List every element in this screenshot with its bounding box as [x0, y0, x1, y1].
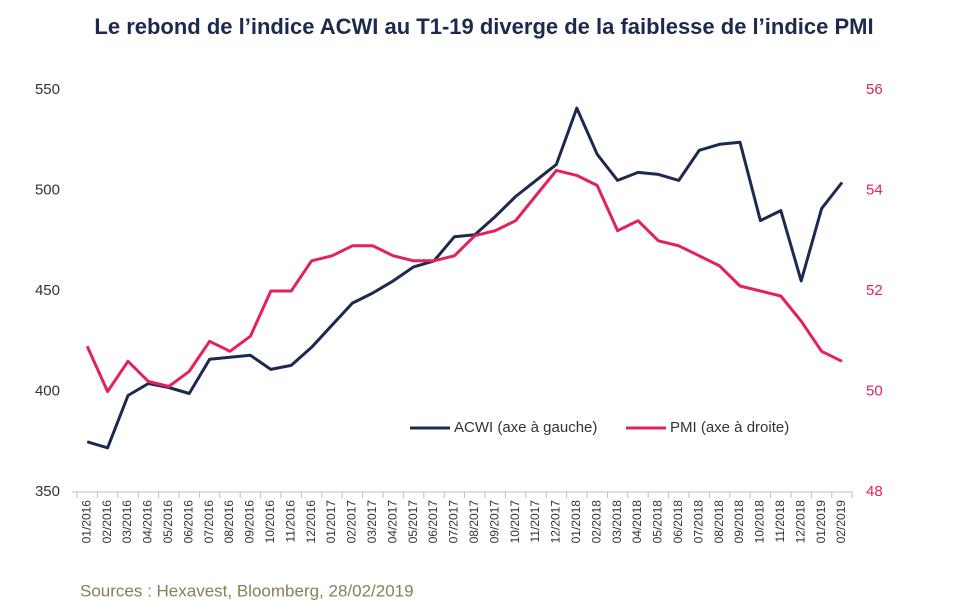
x-tick-label: 02/2017 — [345, 500, 359, 544]
x-tick-label: 05/2016 — [161, 500, 175, 544]
y2-tick-label: 52 — [866, 282, 883, 299]
x-tick-label: 08/2018 — [712, 500, 726, 544]
x-tick-label: 10/2018 — [753, 500, 767, 544]
x-tick-label: 02/2016 — [100, 500, 114, 544]
x-tick-label: 05/2017 — [406, 500, 420, 544]
x-tick-label: 04/2018 — [630, 500, 644, 544]
x-tick-label: 08/2016 — [222, 500, 236, 544]
x-tick-label: 01/2016 — [79, 500, 93, 544]
x-tick-label: 12/2017 — [549, 500, 563, 544]
x-tick-label: 01/2017 — [324, 500, 338, 544]
x-tick-label: 08/2017 — [467, 500, 481, 544]
legend-label: PMI (axe à droite) — [670, 419, 789, 436]
series-line — [86, 106, 844, 450]
x-tick-label: 09/2018 — [732, 500, 746, 544]
x-tick-label: 10/2016 — [263, 500, 277, 544]
x-tick-label: 02/2018 — [589, 500, 603, 544]
chart-title: Le rebond de l’indice ACWI au T1-19 dive… — [94, 14, 873, 39]
x-tick-label: 12/2018 — [793, 500, 807, 544]
x-tick-label: 09/2016 — [243, 500, 257, 544]
x-tick-label: 11/2016 — [283, 500, 297, 543]
x-tick-label: 09/2017 — [487, 500, 501, 544]
y-tick-label: 400 — [35, 382, 60, 399]
x-tick-label: 03/2017 — [365, 500, 379, 544]
x-tick-label: 03/2018 — [610, 500, 624, 544]
x-tick-label: 07/2017 — [447, 500, 461, 544]
x-tick-label: 05/2018 — [651, 500, 665, 544]
y2-tick-label: 54 — [866, 181, 883, 198]
x-tick-label: 11/2018 — [773, 500, 787, 543]
x-tick-label: 04/2017 — [385, 500, 399, 544]
x-tick-label: 02/2019 — [834, 500, 848, 544]
x-tick-label: 07/2016 — [202, 500, 216, 544]
series-line — [85, 168, 843, 393]
y-tick-label: 550 — [35, 81, 60, 98]
y2-tick-label: 56 — [866, 81, 883, 98]
x-tick-label: 10/2017 — [508, 500, 522, 544]
y-tick-label: 350 — [35, 483, 60, 500]
x-tick-label: 12/2016 — [304, 500, 318, 544]
y2-tick-label: 50 — [866, 382, 883, 399]
legend-label: ACWI (axe à gauche) — [454, 419, 597, 436]
x-tick-label: 11/2017 — [528, 500, 542, 543]
x-tick-label: 06/2017 — [426, 500, 440, 544]
x-tick-label: 01/2018 — [569, 500, 583, 544]
x-tick-label: 03/2016 — [120, 500, 134, 544]
y-tick-label: 450 — [35, 282, 60, 299]
y2-tick-label: 48 — [866, 483, 883, 500]
source-note: Sources : Hexavest, Bloomberg, 28/02/201… — [80, 581, 414, 600]
x-tick-label: 06/2016 — [181, 500, 195, 544]
x-tick-label: 04/2016 — [141, 500, 155, 544]
y-tick-label: 500 — [35, 181, 60, 198]
x-tick-label: 01/2019 — [814, 500, 828, 544]
x-tick-label: 07/2018 — [691, 500, 705, 544]
x-tick-label: 06/2018 — [671, 500, 685, 544]
